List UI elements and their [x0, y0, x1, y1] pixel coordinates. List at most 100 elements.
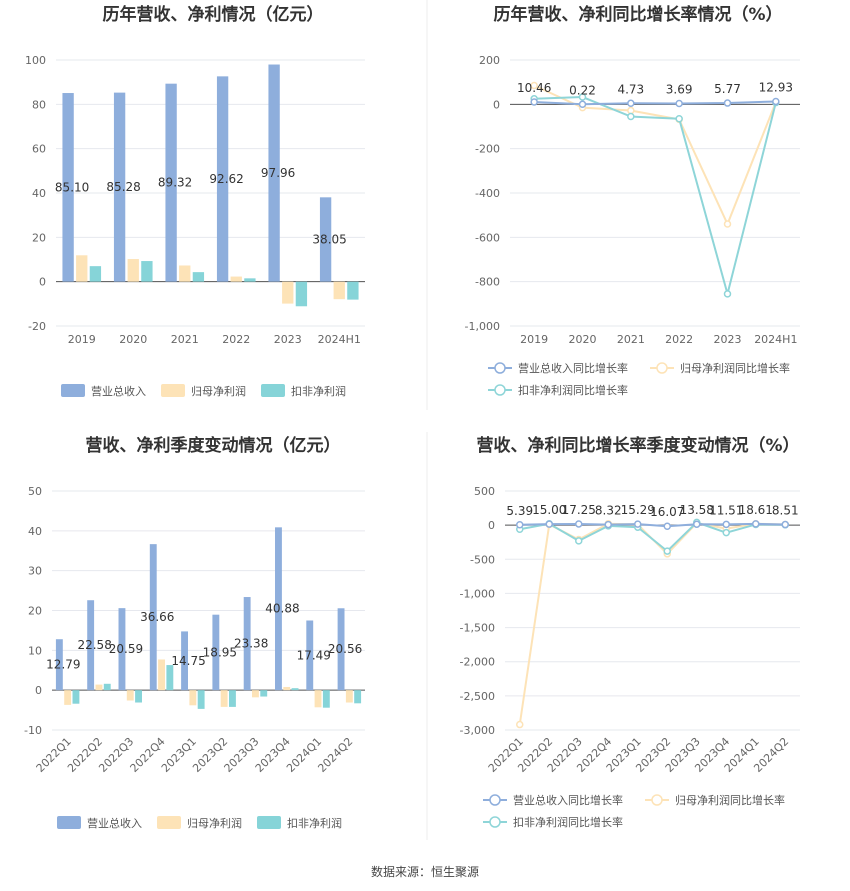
bar — [347, 281, 359, 300]
y-tick-label: 0 — [39, 276, 46, 289]
data-label: 0.22 — [569, 83, 596, 97]
legend-label: 归母净利润 — [191, 384, 246, 398]
bar — [141, 261, 153, 282]
bar — [55, 639, 63, 691]
series-point — [675, 114, 683, 123]
bar — [113, 92, 126, 282]
legend-swatch — [61, 384, 85, 397]
y-tick-label: 10 — [28, 644, 42, 657]
bar — [322, 690, 330, 708]
bar — [337, 608, 345, 691]
data-label: 17.49 — [297, 648, 331, 662]
bar — [149, 544, 157, 691]
bar — [64, 690, 72, 705]
series-point — [781, 520, 789, 529]
bar — [192, 272, 205, 282]
legend-marker — [656, 362, 668, 374]
series-point — [627, 106, 635, 115]
bar — [275, 527, 282, 691]
y-tick-label: -20 — [28, 320, 46, 333]
series-point — [723, 220, 732, 228]
y-tick-label: 40 — [32, 187, 46, 200]
quarterly-chart-title: 营收、净利季度变动情况（亿元） — [86, 435, 341, 456]
legend-label: 扣非净利润同比增长率 — [518, 383, 628, 397]
bar — [295, 281, 308, 307]
data-label: 85.28 — [106, 180, 140, 194]
bar — [345, 690, 353, 703]
bar — [126, 690, 134, 701]
series-point — [752, 520, 760, 528]
y-tick-label: 20 — [28, 605, 42, 618]
legend-swatch — [157, 816, 181, 829]
quarterly-growth-chart-title: 营收、净利同比增长率季度变动情况（%） — [476, 435, 799, 456]
legend-label: 扣非净利润同比增长率 — [513, 815, 623, 829]
bar — [354, 690, 362, 704]
bar — [291, 688, 299, 691]
y-tick-label: -1,500 — [460, 622, 495, 635]
legend-label: 扣非净利润 — [291, 384, 346, 398]
legend-marker — [489, 816, 501, 828]
legend-marker — [494, 362, 506, 374]
series-point — [516, 720, 524, 729]
legend-label: 营业总收入 — [91, 384, 146, 398]
series-line — [533, 84, 777, 227]
series-point — [578, 100, 587, 109]
bar — [165, 83, 177, 282]
data-label: 11.51 — [709, 503, 743, 517]
y-tick-label: 0 — [35, 684, 42, 697]
x-tick-label: 2021 — [617, 333, 645, 346]
bar — [244, 278, 256, 282]
y-tick-label: -200 — [475, 143, 500, 156]
data-label: 18.95 — [203, 645, 237, 659]
bar — [127, 259, 139, 282]
series-point — [545, 520, 553, 528]
bar — [76, 255, 88, 282]
series-point — [723, 99, 732, 107]
bar — [220, 690, 228, 707]
data-label: 85.10 — [55, 180, 89, 194]
data-label: 13.58 — [680, 503, 714, 517]
series-point — [723, 290, 732, 298]
data-label: 23.38 — [234, 637, 268, 651]
series-line — [518, 522, 786, 725]
x-tick-label: 2020 — [119, 333, 147, 346]
y-tick-label: -500 — [470, 553, 495, 566]
y-tick-label: -3,000 — [460, 724, 495, 737]
series-point — [722, 520, 730, 529]
legend-swatch — [257, 816, 281, 829]
bar — [189, 690, 197, 706]
x-tick-label: 2023 — [274, 333, 302, 346]
data-label: 5.39 — [506, 504, 533, 518]
bar — [212, 614, 220, 691]
annual-chart-title: 历年营收、净利情况（亿元） — [103, 4, 324, 25]
legend-swatch — [261, 384, 285, 397]
series-point — [575, 520, 583, 528]
y-tick-label: 50 — [28, 485, 42, 498]
series-point — [516, 521, 524, 529]
legend-marker — [489, 794, 501, 806]
quarterly-growth-rate-chart: 营收、净利同比增长率季度变动情况（%） -3,000 -2,500 -2,000 -1… — [460, 435, 800, 829]
y-tick-label: -10 — [24, 724, 42, 737]
y-tick-label: 200 — [479, 54, 500, 67]
x-tick-label: 2022 — [222, 333, 250, 346]
series-point — [575, 537, 583, 545]
bar — [282, 281, 294, 304]
data-source-note: 数据来源：恒生聚源 — [371, 864, 479, 879]
annual-revenue-profit-chart: 历年营收、净利情况（亿元） -20 0 20 40 60 80 100 2019 2020 202… — [25, 4, 365, 398]
bar — [62, 93, 74, 282]
legend-label: 营业总收入 — [87, 816, 142, 830]
data-label: 16.07 — [650, 505, 684, 519]
bar — [95, 684, 103, 691]
bar — [314, 690, 322, 708]
y-tick-label: 80 — [32, 98, 46, 111]
bar — [243, 597, 251, 691]
x-tick-label: 2023 — [714, 333, 742, 346]
series-point — [627, 112, 635, 121]
data-label: 89.32 — [158, 176, 192, 190]
legend-label: 营业总收入同比增长率 — [518, 361, 628, 375]
legend-label: 归母净利润 — [187, 816, 242, 830]
legend-label: 营业总收入同比增长率 — [513, 793, 623, 807]
y-tick-label: 100 — [25, 54, 46, 67]
series-point — [663, 547, 671, 555]
bar — [179, 265, 191, 282]
